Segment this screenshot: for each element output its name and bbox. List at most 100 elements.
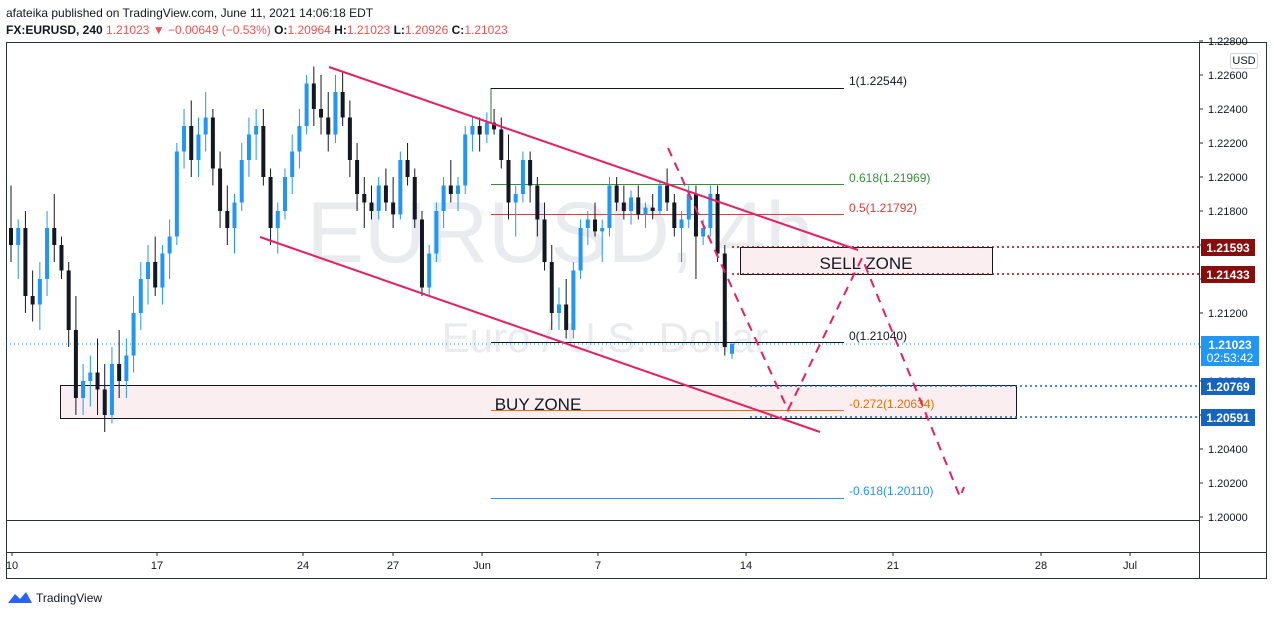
candle-body[interactable]	[441, 185, 446, 212]
candle-body[interactable]	[268, 177, 273, 228]
candle-body[interactable]	[131, 313, 136, 356]
candle-body[interactable]	[239, 160, 244, 203]
candle-body[interactable]	[218, 168, 223, 212]
candle-body[interactable]	[672, 202, 677, 229]
candle-body[interactable]	[456, 185, 461, 195]
candle-body[interactable]	[665, 185, 670, 203]
candle-body[interactable]	[643, 207, 648, 215]
candle-body[interactable]	[290, 151, 295, 178]
candle-body[interactable]	[693, 194, 698, 237]
candle-body[interactable]	[636, 197, 641, 215]
candle-body[interactable]	[614, 185, 619, 203]
candle-body[interactable]	[30, 296, 35, 305]
candle-body[interactable]	[535, 185, 540, 220]
candle-body[interactable]	[412, 177, 417, 220]
candle-body[interactable]	[578, 228, 583, 271]
candle-body[interactable]	[513, 194, 518, 203]
candle-body[interactable]	[88, 372, 93, 382]
projection-path[interactable]	[667, 147, 965, 500]
candle-body[interactable]	[311, 83, 316, 110]
candle-body[interactable]	[556, 304, 561, 314]
candle-body[interactable]	[657, 185, 662, 212]
candle-body[interactable]	[59, 245, 64, 271]
candle-body[interactable]	[282, 177, 287, 211]
candle-body[interactable]	[701, 228, 706, 237]
candle-body[interactable]	[81, 381, 86, 398]
candle-body[interactable]	[232, 202, 237, 229]
candle-body[interactable]	[355, 160, 360, 194]
candle-body[interactable]	[16, 228, 21, 245]
candle-body[interactable]	[528, 160, 533, 186]
candle-body[interactable]	[189, 126, 194, 160]
candle-body[interactable]	[506, 160, 511, 203]
candle-body[interactable]	[542, 219, 547, 263]
candle-body[interactable]	[304, 83, 309, 127]
fib-retracement[interactable]: 1(1.22544) 0.618(1.21969) 0.5(1.21792) 0…	[490, 74, 934, 499]
candle-body[interactable]	[153, 262, 158, 288]
candle-body[interactable]	[383, 185, 388, 203]
candle-body[interactable]	[246, 134, 251, 161]
candle-body[interactable]	[138, 279, 143, 313]
candle-body[interactable]	[66, 270, 71, 331]
candle-body[interactable]	[182, 126, 187, 152]
candle-body[interactable]	[196, 134, 201, 161]
candle-body[interactable]	[326, 117, 331, 135]
candle-body[interactable]	[484, 122, 489, 135]
candle-body[interactable]	[549, 262, 554, 313]
candle-body[interactable]	[319, 109, 324, 118]
candle-body[interactable]	[427, 253, 432, 288]
candle-body[interactable]	[419, 219, 424, 288]
time-axis[interactable]: 10 17 24 27 Jun 7 14 21 28 Jul	[6, 552, 1137, 572]
candle-body[interactable]	[369, 202, 374, 212]
candle-body[interactable]	[585, 219, 590, 229]
candle-body[interactable]	[167, 236, 172, 254]
candle-body[interactable]	[405, 160, 410, 177]
candle-body[interactable]	[520, 160, 525, 194]
channel-lower-line[interactable]	[259, 236, 821, 433]
candle-body[interactable]	[708, 194, 713, 228]
candle-body[interactable]	[52, 228, 57, 245]
candle-body[interactable]	[679, 219, 684, 229]
candle-body[interactable]	[145, 262, 150, 279]
candle-body[interactable]	[391, 202, 396, 215]
candle-body[interactable]	[225, 211, 230, 228]
candle-body[interactable]	[571, 270, 576, 331]
candle-body[interactable]	[621, 202, 626, 212]
candle-body[interactable]	[117, 364, 122, 381]
candle-body[interactable]	[174, 151, 179, 237]
candle-body[interactable]	[347, 117, 352, 161]
candle-body[interactable]	[102, 389, 107, 416]
candle-body[interactable]	[160, 253, 165, 288]
candle-body[interactable]	[650, 207, 655, 211]
channel-upper-line[interactable]	[328, 66, 859, 251]
candle-body[interactable]	[607, 185, 612, 229]
candle-body[interactable]	[434, 211, 439, 254]
tradingview-branding[interactable]: TradingView	[8, 591, 102, 605]
candle-body[interactable]	[730, 343, 734, 354]
candle-body[interactable]	[333, 92, 338, 135]
candle-body[interactable]	[95, 372, 100, 390]
candle-body[interactable]	[9, 228, 13, 245]
candle-body[interactable]	[499, 129, 504, 160]
candle-body[interactable]	[448, 185, 453, 195]
candle-body[interactable]	[715, 194, 720, 254]
candle-body[interactable]	[376, 185, 381, 212]
buy-zone-box[interactable]	[60, 385, 1017, 419]
candle-body[interactable]	[275, 211, 280, 228]
candle-body[interactable]	[686, 194, 691, 220]
candle-body[interactable]	[362, 194, 367, 203]
candle-body[interactable]	[203, 117, 208, 135]
candle-body[interactable]	[722, 253, 727, 348]
candle-body[interactable]	[340, 92, 345, 118]
candle-body[interactable]	[629, 197, 634, 211]
candle-body[interactable]	[297, 126, 302, 152]
candle-body[interactable]	[73, 330, 78, 398]
candle-body[interactable]	[398, 160, 403, 215]
candle-body[interactable]	[477, 126, 482, 135]
candle-body[interactable]	[109, 364, 114, 415]
candle-body[interactable]	[564, 304, 569, 331]
candle-body[interactable]	[593, 219, 598, 232]
candle-body[interactable]	[470, 126, 475, 135]
candle-body[interactable]	[463, 134, 468, 186]
